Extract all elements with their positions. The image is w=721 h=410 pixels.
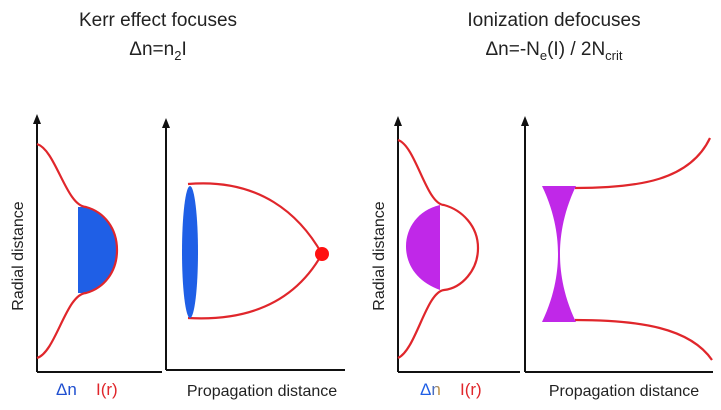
kerr-focus-point bbox=[315, 247, 329, 261]
kerr-beam-envelope bbox=[187, 182, 324, 320]
ionization-beam-envelope-top bbox=[574, 137, 711, 190]
kerr-formula: Δn=n2I bbox=[129, 39, 186, 63]
ionization-profile-axes bbox=[394, 116, 520, 373]
ionization-beam-envelope-bottom bbox=[574, 318, 713, 361]
ionization-propagation-axes bbox=[521, 116, 713, 373]
ionization-panel: Ionization defocuses Δn=-Ne(I) / 2Ncrit … bbox=[371, 10, 713, 400]
ionization-formula: Δn=-Ne(I) / 2Ncrit bbox=[485, 39, 622, 63]
kerr-beam-cross-section bbox=[182, 186, 198, 318]
kerr-propagation-axes bbox=[162, 118, 345, 371]
kerr-dn-label: Δn bbox=[56, 380, 77, 399]
kerr-index-change-area bbox=[78, 207, 117, 293]
ionization-intensity-profile bbox=[397, 138, 480, 360]
ionization-index-change-area bbox=[406, 205, 440, 290]
ionization-title: Ionization defocuses bbox=[467, 10, 640, 31]
kerr-xlabel: Propagation distance bbox=[187, 383, 337, 400]
kerr-profile-axes bbox=[33, 114, 162, 373]
kerr-intensity-profile bbox=[36, 142, 119, 360]
ionization-ylabel: Radial distance bbox=[371, 201, 388, 311]
ionization-xlabel: Propagation distance bbox=[549, 383, 699, 400]
ionization-dn-label: Δn bbox=[420, 380, 441, 399]
ionization-ir-label: I(r) bbox=[460, 380, 482, 399]
kerr-ylabel: Radial distance bbox=[10, 201, 27, 311]
kerr-title: Kerr effect focuses bbox=[79, 10, 237, 31]
kerr-panel: Kerr effect focuses Δn=n2I Radial distan… bbox=[10, 10, 345, 400]
kerr-ir-label: I(r) bbox=[96, 380, 118, 399]
ionization-plasma-region bbox=[542, 186, 576, 322]
